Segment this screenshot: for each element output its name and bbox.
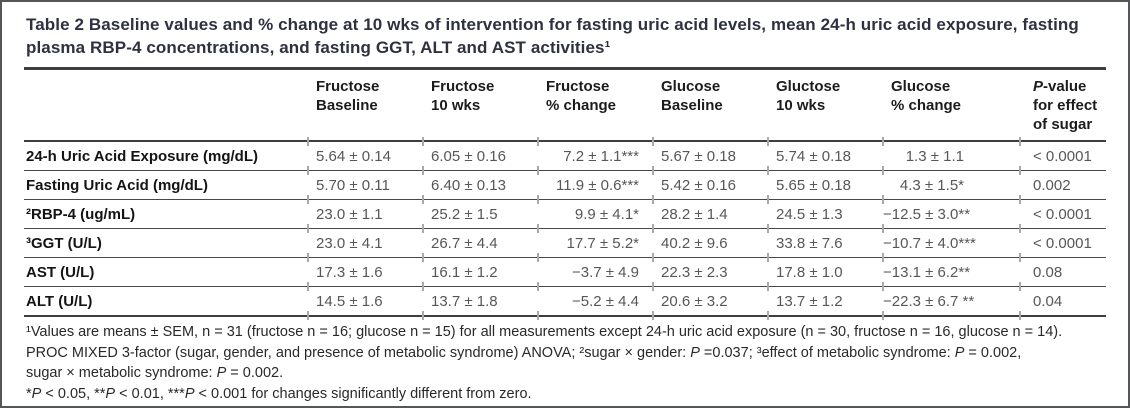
row-label: 24-h Uric Acid Exposure (mg/dL) xyxy=(26,147,258,165)
cell: 23.0 ± 1.1 xyxy=(307,194,423,229)
table-row-ggt: ³GGT (U/L) 23.0 ± 4.1 26.7 ± 4.4 17.7 ± … xyxy=(24,223,1106,258)
cell-p-value: 0.08 xyxy=(1019,252,1106,287)
column-header-fructose-10wks: Fructose 10 wks xyxy=(431,78,495,114)
cell: 33.8 ± 7.6 xyxy=(767,223,883,258)
cell: −22.3 ± 6.7 ** xyxy=(882,281,1020,319)
cell: 26.7 ± 4.4 xyxy=(422,223,538,258)
cell: 20.6 ± 3.2 xyxy=(652,281,768,319)
cell: −12.5 ± 3.0** xyxy=(882,194,1020,229)
data-table: Fructose Baseline Fructose 10 wks Fructo… xyxy=(24,67,1106,319)
cell: 16.1 ± 1.2 xyxy=(422,252,538,287)
column-header-fructose-baseline: Fructose Baseline xyxy=(316,78,380,114)
column-header-glucose-10wks: Gluctose 10 wks xyxy=(776,78,841,114)
cell: 24.5 ± 1.3 xyxy=(767,194,883,229)
cell: 28.2 ± 1.4 xyxy=(652,194,768,229)
cell: 25.2 ± 1.5 xyxy=(422,194,538,229)
table-row-fasting-uric-acid: Fasting Uric Acid (mg/dL) 5.70 ± 0.11 6.… xyxy=(24,165,1106,200)
cell-p-value: < 0.0001 xyxy=(1019,194,1106,229)
cell-p-value: < 0.0001 xyxy=(1019,223,1106,258)
cell: −5.2 ± 4.4 xyxy=(537,281,653,319)
cell: 4.3 ± 1.5* xyxy=(882,165,1020,200)
cell: 14.5 ± 1.6 xyxy=(307,281,423,319)
cell: 13.7 ± 1.2 xyxy=(767,281,883,319)
column-header-p-value: P-value for effect of sugar xyxy=(1033,78,1098,133)
cell-p-value: 0.002 xyxy=(1019,165,1106,200)
cell: 5.70 ± 0.11 xyxy=(307,165,423,200)
row-label: AST (U/L) xyxy=(26,263,95,281)
row-label: ²RBP-4 (ug/mL) xyxy=(26,205,136,223)
footnote-line-4: *P < 0.05, **P < 0.01, ***P < 0.001 for … xyxy=(26,385,532,402)
cell: −10.7 ± 4.0*** xyxy=(882,223,1020,258)
cell: 1.3 ± 1.1 xyxy=(882,136,1020,171)
table-row-rbp4: ²RBP-4 (ug/mL) 23.0 ± 1.1 25.2 ± 1.5 9.9… xyxy=(24,194,1106,229)
cell-p-value: 0.04 xyxy=(1019,281,1106,319)
cell: 6.05 ± 0.16 xyxy=(422,136,538,171)
cell: −13.1 ± 6.2** xyxy=(882,252,1020,287)
cell: 6.40 ± 0.13 xyxy=(422,165,538,200)
table-row-ast: AST (U/L) 17.3 ± 1.6 16.1 ± 1.2 −3.7 ± 4… xyxy=(24,252,1106,287)
cell: 5.67 ± 0.18 xyxy=(652,136,768,171)
cell: 5.42 ± 0.16 xyxy=(652,165,768,200)
column-header-glucose-baseline: Glucose Baseline xyxy=(661,78,723,114)
table-row-uric-acid-exposure: 24-h Uric Acid Exposure (mg/dL) 5.64 ± 0… xyxy=(24,136,1106,171)
cell: 5.65 ± 0.18 xyxy=(767,165,883,200)
cell: 7.2 ± 1.1*** xyxy=(537,136,653,171)
cell: 9.9 ± 4.1* xyxy=(537,194,653,229)
cell: 17.7 ± 5.2* xyxy=(537,223,653,258)
table-title: Table 2 Baseline values and % change at … xyxy=(26,15,1079,57)
column-header-rowlabels xyxy=(24,69,308,142)
footnote-line-3: sugar × metabolic syndrome: P = 0.002. xyxy=(26,365,284,381)
column-header-glucose-pct-change: Glucose % change xyxy=(891,78,962,114)
column-header-fructose-pct-change: Fructose % change xyxy=(546,78,617,114)
cell-p-value: < 0.0001 xyxy=(1019,136,1106,171)
cell: 5.74 ± 0.18 xyxy=(767,136,883,171)
table-row-alt: ALT (U/L) 14.5 ± 1.6 13.7 ± 1.8 −5.2 ± 4… xyxy=(24,281,1106,319)
footnote-line-2: PROC MIXED 3-factor (sugar, gender, and … xyxy=(26,344,1022,361)
cell: −3.7 ± 4.9 xyxy=(537,252,653,287)
cell: 5.64 ± 0.14 xyxy=(307,136,423,171)
cell: 22.3 ± 2.3 xyxy=(652,252,768,287)
row-label: ³GGT (U/L) xyxy=(26,234,102,252)
cell: 11.9 ± 0.6*** xyxy=(537,165,653,200)
footnote-line-1: ¹Values are means ± SEM, n = 31 (fructos… xyxy=(26,324,1063,340)
cell: 23.0 ± 4.1 xyxy=(307,223,423,258)
header-row: Fructose Baseline Fructose 10 wks Fructo… xyxy=(24,69,1106,142)
cell: 17.3 ± 1.6 xyxy=(307,252,423,287)
table-footnotes: ¹Values are means ± SEM, n = 31 (fructos… xyxy=(26,322,1106,404)
cell: 40.2 ± 9.6 xyxy=(652,223,768,258)
cell: 13.7 ± 1.8 xyxy=(422,281,538,319)
row-label: ALT (U/L) xyxy=(26,292,93,310)
row-label: Fasting Uric Acid (mg/dL) xyxy=(26,176,208,194)
cell: 17.8 ± 1.0 xyxy=(767,252,883,287)
